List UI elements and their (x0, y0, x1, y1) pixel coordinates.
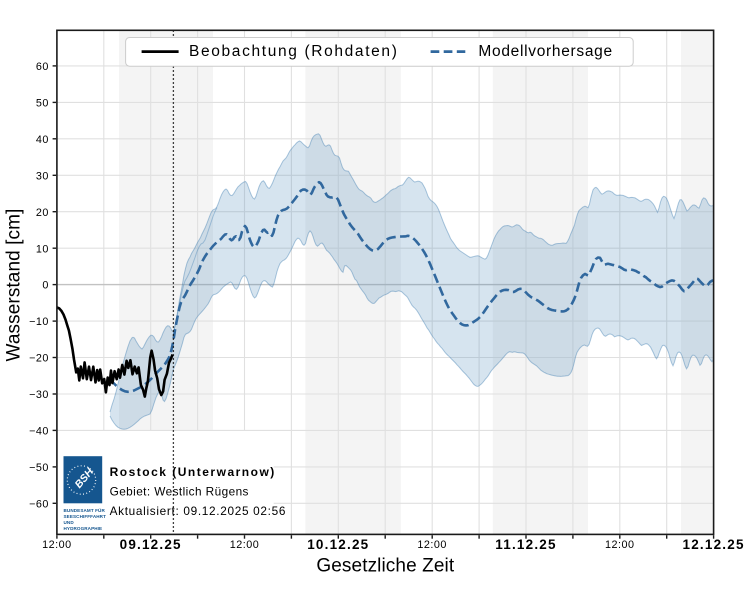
svg-text:40: 40 (36, 134, 49, 146)
svg-text:−20: −20 (29, 353, 49, 365)
svg-text:−30: −30 (29, 389, 49, 401)
svg-text:11.12.25: 11.12.25 (495, 537, 556, 552)
svg-text:Wasserstand [cm]: Wasserstand [cm] (4, 209, 25, 362)
svg-text:SEESCHIFFFAHRT: SEESCHIFFFAHRT (64, 514, 107, 519)
svg-text:Rostock (Unterwarnow): Rostock (Unterwarnow) (110, 465, 276, 479)
svg-text:Gesetzliche Zeit: Gesetzliche Zeit (316, 556, 454, 577)
svg-text:60: 60 (36, 61, 49, 73)
svg-text:−60: −60 (29, 498, 49, 510)
svg-text:12.12.25: 12.12.25 (683, 537, 745, 552)
svg-text:50: 50 (36, 98, 49, 110)
svg-text:−40: −40 (29, 426, 49, 438)
svg-text:−10: −10 (29, 316, 49, 328)
svg-text:HYDROGRAPHIE: HYDROGRAPHIE (64, 526, 103, 531)
svg-text:Gebiet: Westlich Rügens: Gebiet: Westlich Rügens (110, 484, 249, 498)
svg-text:Aktualisiert: 09.12.2025 02:56: Aktualisiert: 09.12.2025 02:56 (110, 504, 287, 518)
svg-text:10: 10 (36, 243, 49, 255)
svg-text:12:00: 12:00 (605, 539, 635, 551)
svg-text:12:00: 12:00 (42, 539, 72, 551)
svg-text:12:00: 12:00 (417, 539, 447, 551)
svg-text:Beobachtung (Rohdaten): Beobachtung (Rohdaten) (189, 43, 399, 60)
svg-text:0: 0 (42, 280, 49, 292)
svg-text:10.12.25: 10.12.25 (307, 537, 369, 552)
svg-text:UND: UND (64, 520, 75, 525)
svg-text:30: 30 (36, 170, 49, 182)
svg-text:−50: −50 (29, 462, 49, 474)
svg-text:20: 20 (36, 207, 49, 219)
svg-text:Modellvorhersage: Modellvorhersage (478, 43, 612, 60)
svg-text:09.12.25: 09.12.25 (120, 537, 182, 552)
svg-text:BUNDESAMT FÜR: BUNDESAMT FÜR (64, 507, 106, 513)
svg-text:12:00: 12:00 (230, 539, 260, 551)
